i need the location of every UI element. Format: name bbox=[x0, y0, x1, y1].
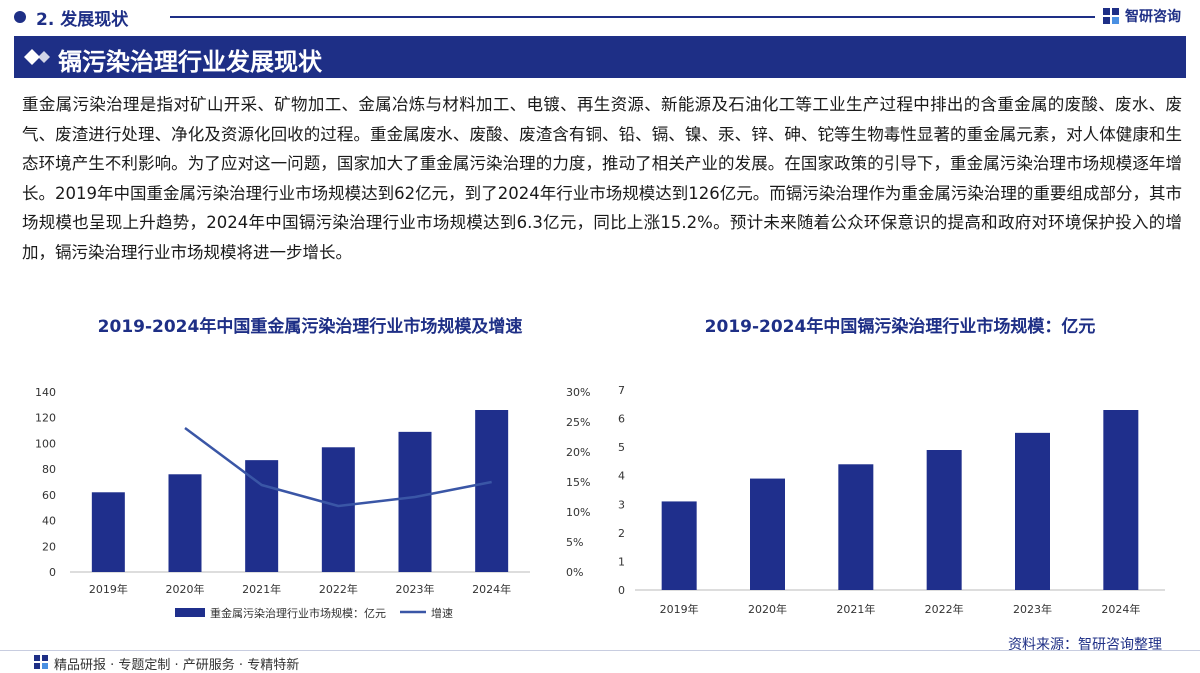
x-tick-label: 2024年 bbox=[472, 582, 511, 596]
chart1-title: 2019-2024年中国重金属污染治理行业市场规模及增速 bbox=[97, 317, 523, 337]
top-bar: 2. 发展现状 智研咨询 bbox=[0, 0, 1200, 34]
y-right-tick-label: 5% bbox=[566, 536, 583, 549]
x-tick-label: 2022年 bbox=[925, 602, 964, 616]
y-left-tick-label: 100 bbox=[35, 437, 56, 450]
title-banner: 镉污染治理行业发展现状 bbox=[14, 36, 1186, 78]
x-tick-label: 2019年 bbox=[660, 602, 699, 616]
brand-name: 智研咨询 bbox=[1125, 9, 1181, 25]
y-tick-label: 0 bbox=[618, 584, 625, 597]
footer: 精品研报 · 专题定制 · 产研服务 · 专精特新 bbox=[0, 650, 1200, 673]
bar bbox=[1103, 410, 1139, 590]
x-tick-label: 2023年 bbox=[1013, 602, 1052, 616]
bar bbox=[321, 447, 355, 572]
y-tick-label: 2 bbox=[618, 527, 625, 540]
chart1: 0 20 40 60 80 100 120 140 0% 5% 10% 15% 20% 25% 30% 201… bbox=[35, 386, 590, 620]
bar bbox=[168, 474, 202, 572]
section-bullet bbox=[14, 11, 26, 23]
y-right-tick-label: 15% bbox=[566, 476, 590, 489]
bar bbox=[926, 450, 962, 590]
y-tick-label: 1 bbox=[618, 555, 625, 568]
y-tick-label: 6 bbox=[618, 413, 625, 426]
y-left-tick-label: 80 bbox=[42, 463, 56, 476]
x-tick-label: 2024年 bbox=[1101, 602, 1140, 616]
brand-logo-icon bbox=[1103, 8, 1119, 24]
bar bbox=[750, 478, 785, 590]
y-left-tick-label: 140 bbox=[35, 386, 56, 399]
diamond-icon bbox=[24, 49, 50, 65]
y-tick-label: 7 bbox=[618, 384, 625, 397]
chart2-title: 2019-2024年中国镉污染治理行业市场规模：亿元 bbox=[704, 317, 1096, 337]
x-tick-label: 2021年 bbox=[836, 602, 875, 616]
brand: 智研咨询 bbox=[1102, 6, 1181, 26]
y-left-tick-label: 0 bbox=[49, 566, 56, 579]
y-left-tick-label: 60 bbox=[42, 489, 56, 502]
growth-line bbox=[184, 426, 492, 508]
y-tick-label: 5 bbox=[618, 441, 625, 454]
page-title: 镉污染治理行业发展现状 bbox=[58, 48, 322, 76]
bar bbox=[245, 460, 279, 572]
x-tick-label: 2021年 bbox=[242, 582, 281, 596]
footer-text: 精品研报 · 专题定制 · 产研服务 · 专精特新 bbox=[54, 658, 300, 673]
y-left-tick-label: 120 bbox=[35, 412, 56, 425]
x-tick-label: 2023年 bbox=[396, 582, 435, 596]
x-tick-label: 2020年 bbox=[748, 602, 787, 616]
source-note: 资料来源：智研咨询整理 bbox=[1008, 637, 1162, 653]
chart2: 0 1 2 3 4 5 6 7 2019年 2020年 2021年 2022年 2023年 2024年 bbox=[618, 384, 1165, 616]
y-tick-label: 3 bbox=[618, 498, 625, 511]
y-right-tick-label: 25% bbox=[566, 416, 590, 429]
bar bbox=[91, 492, 125, 572]
y-tick-label: 4 bbox=[618, 470, 625, 483]
y-right-tick-label: 0% bbox=[566, 566, 583, 579]
header-rule bbox=[170, 16, 1095, 18]
y-right-tick-label: 10% bbox=[566, 506, 590, 519]
legend-bar-swatch bbox=[175, 608, 205, 617]
legend-bar-label: 重金属污染治理行业市场规模：亿元 bbox=[210, 606, 386, 620]
legend-line-label: 增速 bbox=[431, 606, 453, 620]
y-left-tick-label: 20 bbox=[42, 540, 56, 553]
x-tick-label: 2022年 bbox=[319, 582, 358, 596]
bar bbox=[398, 431, 432, 572]
y-right-tick-label: 20% bbox=[566, 446, 590, 459]
bar bbox=[661, 501, 697, 590]
intro-paragraph: 重金属污染治理是指对矿山开采、矿物加工、金属冶炼与材料加工、电镀、再生资源、新能… bbox=[22, 95, 1182, 262]
section-title: 2. 发展现状 bbox=[36, 10, 129, 30]
y-left-tick-label: 40 bbox=[42, 515, 56, 528]
bar bbox=[475, 410, 509, 572]
bar bbox=[1015, 432, 1050, 590]
y-right-tick-label: 30% bbox=[566, 386, 590, 399]
bar bbox=[838, 464, 874, 590]
x-tick-label: 2020年 bbox=[166, 582, 205, 596]
x-tick-label: 2019年 bbox=[89, 582, 128, 596]
footer-logo-icon bbox=[34, 655, 48, 669]
